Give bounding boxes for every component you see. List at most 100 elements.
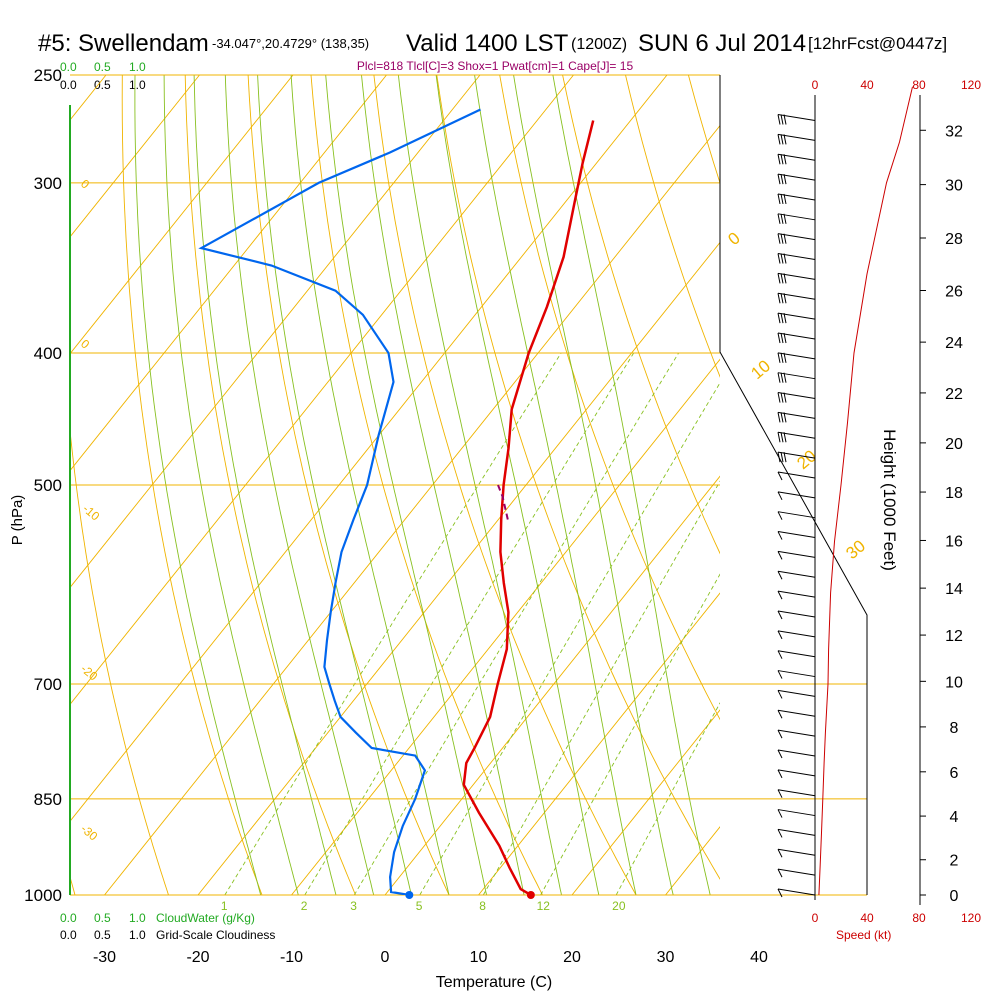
wind-barb (777, 272, 816, 284)
moist-adiabat-line (513, 75, 674, 895)
wind-barb (777, 431, 816, 443)
svg-text:1.0: 1.0 (129, 911, 146, 925)
valid-zulu: (1200Z) (571, 36, 627, 53)
dry-adiabat-label: 0 (78, 177, 92, 192)
isotherm-line (478, 592, 720, 895)
height-tick-label: 16 (945, 533, 963, 550)
mixing-ratio-label: 1 (221, 899, 228, 913)
height-tick-label: 4 (950, 809, 959, 826)
isotherm-line (70, 75, 387, 472)
dry-adiabats (70, 51, 1000, 924)
height-tick-label: 28 (945, 231, 963, 248)
mixing-ratio-label: 2 (301, 899, 308, 913)
speed-tick-bottom: 0 (812, 911, 819, 925)
svg-text:0.0: 0.0 (60, 911, 77, 925)
height-tick-label: 10 (945, 674, 963, 691)
dry-adiabat-label: 20 (793, 446, 820, 473)
moist-adiabats (134, 75, 711, 895)
moist-adiabat-line (435, 75, 600, 895)
sounding-profiles (198, 86, 913, 899)
pressure-tick-label: 700 (34, 675, 62, 694)
moist-adiabat-line (193, 75, 337, 895)
mixing-ratio-line (615, 702, 720, 895)
wind-barb (777, 630, 816, 640)
wind-barb (777, 153, 816, 165)
wind-barb (777, 253, 816, 264)
wind-barb (777, 332, 816, 344)
isotherm-line (759, 75, 1000, 895)
height-tick-label: 0 (950, 888, 959, 905)
svg-text:0.5: 0.5 (94, 60, 111, 74)
height-axis-label: Height (1000 Feet) (880, 429, 899, 571)
indices-line: Plcl=818 Tlcl[C]=3 Shox=1 Pwat[cm]=1 Cap… (357, 59, 634, 73)
wind-barb (777, 868, 816, 878)
speed-tick-bottom: 80 (912, 911, 926, 925)
dry-adiabat-label: 30 (842, 536, 869, 563)
speed-tick-bottom: 120 (961, 911, 981, 925)
pressure-tick-label: 850 (34, 790, 62, 809)
pressure-tick-label: 500 (34, 476, 62, 495)
wind-barb (777, 689, 816, 699)
dry-adiabat-line (247, 75, 450, 895)
mixing-ratio-label: 5 (416, 899, 423, 913)
height-tick-label: 30 (945, 178, 963, 195)
station-title: #5: Swellendam (38, 30, 209, 57)
height-tick-label: 20 (945, 436, 963, 453)
wind-barb (777, 411, 816, 423)
dewpoint-profile (198, 108, 481, 895)
height-tick-label: 14 (945, 581, 963, 598)
speed-axis-label: Speed (kt) (836, 928, 891, 942)
wind-barb (777, 511, 816, 520)
dry-adiabat-line (931, 51, 1000, 924)
wind-barb (777, 749, 816, 759)
wind-barb (777, 372, 816, 383)
wind-barb (777, 114, 816, 125)
parcel-path (497, 484, 509, 520)
wind-barb (777, 312, 816, 324)
moist-adiabat-line (325, 75, 488, 895)
dewpoint-profile-surface-marker (405, 891, 414, 899)
wind-barb (777, 650, 816, 659)
dry-adiabat-label: 0 (724, 228, 743, 249)
speed-tick-top: 40 (860, 78, 874, 92)
wind-barb (777, 590, 816, 600)
temperature-profile (462, 120, 595, 895)
wind-barb (777, 173, 816, 185)
dry-adiabat-line (373, 75, 637, 895)
height-tick-label: 22 (945, 386, 963, 403)
dry-adiabat-line (310, 75, 544, 895)
wind-barb (777, 789, 816, 798)
pressure-tick-label: 400 (34, 344, 62, 363)
isotherm-line (853, 75, 1000, 895)
temperature-tick-label: 10 (470, 949, 488, 966)
wind-barb (777, 570, 816, 580)
wind-barb (777, 233, 816, 244)
wind-speed-profile (818, 86, 913, 896)
moist-adiabat-line (224, 75, 375, 895)
mixing-ratio-label: 12 (537, 899, 551, 913)
isotherm-line (70, 75, 200, 238)
svg-text:0.5: 0.5 (94, 928, 111, 942)
height-tick-label: 24 (945, 335, 963, 352)
speed-tick-top: 120 (961, 78, 981, 92)
pressure-tick-label: 1000 (24, 886, 62, 905)
wind-barb (777, 769, 816, 779)
wind-barb (777, 491, 816, 501)
svg-text:0.0: 0.0 (60, 78, 77, 92)
valid-date: SUN 6 Jul 2014 (638, 30, 806, 57)
wind-barb (777, 471, 816, 481)
svg-text:0.5: 0.5 (94, 911, 111, 925)
dry-adiabat-line (184, 75, 356, 895)
plot-boundary (719, 75, 868, 895)
svg-text:1.0: 1.0 (129, 928, 146, 942)
moist-adiabat-line (163, 75, 299, 895)
isotherm-line (70, 75, 294, 355)
wind-barb (777, 392, 816, 403)
wind-barb (777, 193, 816, 205)
mixing-ratio-line (419, 382, 720, 895)
dry-adiabat-line (436, 75, 720, 880)
speed-tick-bottom: 40 (860, 911, 874, 925)
dry-adiabat-labels: 0 0 -10 -20 -30 0 10 20 30 (78, 177, 869, 844)
